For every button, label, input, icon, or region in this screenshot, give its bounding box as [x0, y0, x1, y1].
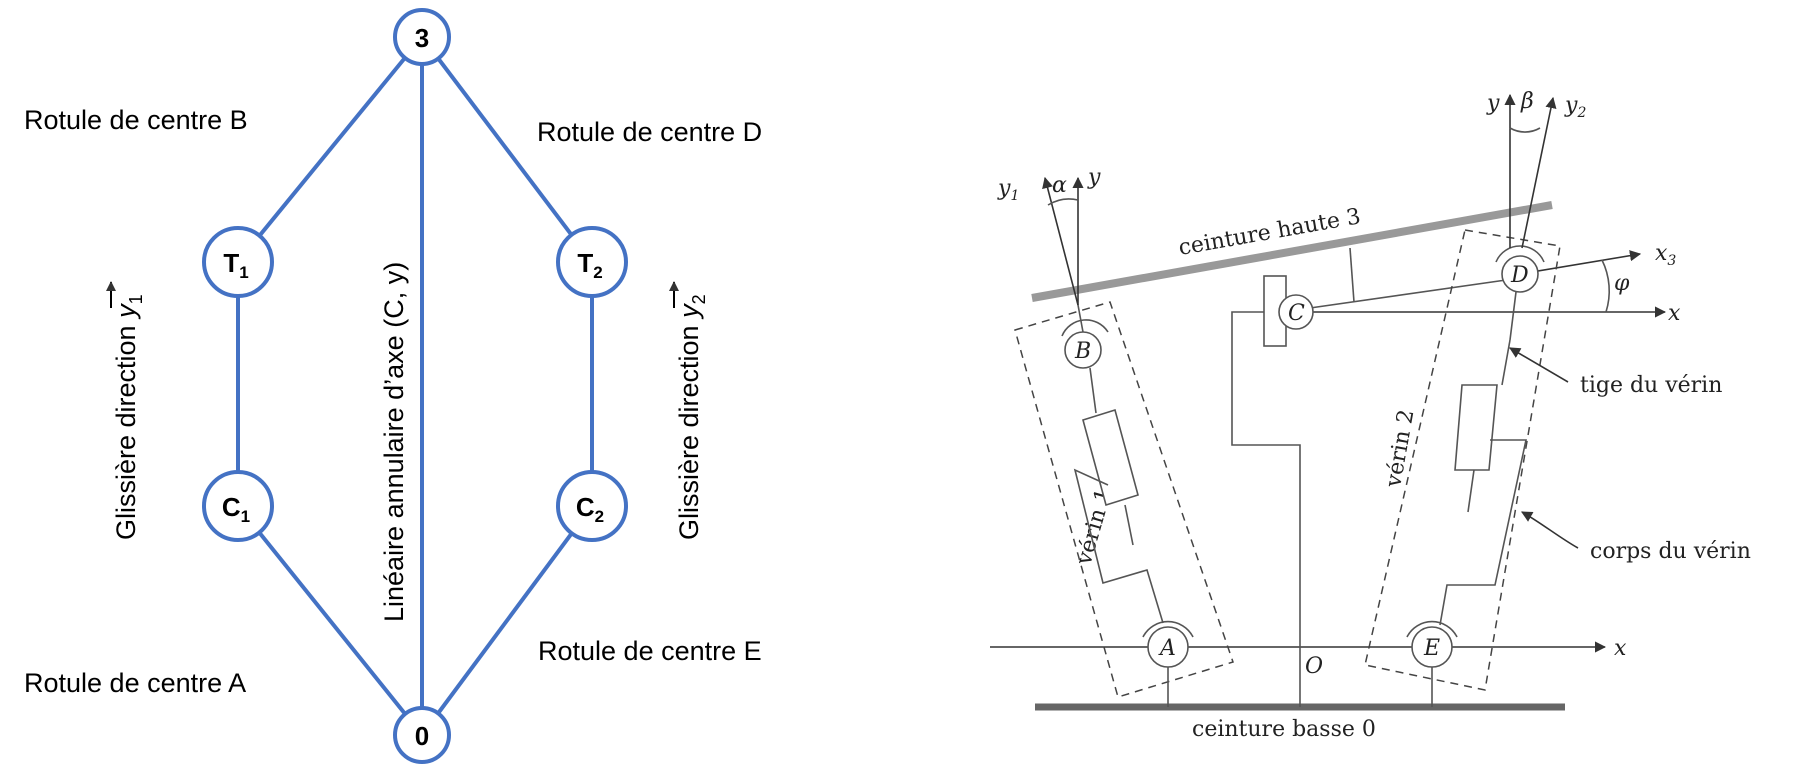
- corps-pointer: [1521, 511, 1579, 549]
- node-C1: C1: [202, 470, 274, 542]
- angle-alpha-arc: [1047, 198, 1079, 206]
- mechanism-diagram: ceinture basse 0 x O ceinture haute 3 x …: [990, 89, 1751, 742]
- label-x3: x3: [1655, 241, 1676, 269]
- node-T1-label: T1: [223, 248, 248, 282]
- joint-B-socket: [1061, 319, 1109, 337]
- angle-phi-arc: [1601, 259, 1611, 313]
- label-beta: β: [1520, 89, 1534, 114]
- edge-C1-0: [236, 504, 424, 737]
- joint-C: [1278, 294, 1314, 330]
- link-C-D: [1295, 277, 1521, 311]
- label-corps: corps du vérin: [1590, 539, 1751, 564]
- label-x-bottom: x: [1614, 636, 1627, 661]
- support-post: [1349, 247, 1355, 303]
- ceinture-haute: [1031, 201, 1553, 302]
- verin-2-rod: [1501, 339, 1511, 386]
- y2-vector: [1521, 96, 1557, 249]
- node-C2-label: C2: [576, 492, 604, 526]
- label-glissiere-1: Glissière direction y1: [106, 281, 146, 540]
- edge-3-T1: [236, 35, 424, 264]
- label-y1: y1: [997, 176, 1019, 204]
- node-0-label: 0: [415, 721, 429, 751]
- label-A: A: [1158, 636, 1176, 661]
- verin-1-body: [1073, 468, 1164, 624]
- verin-1-rod: [1089, 367, 1097, 414]
- verin-2-inner: [1467, 469, 1475, 513]
- node-C1-label: C1: [222, 492, 250, 526]
- node-T2: T2: [556, 226, 628, 298]
- label-C: C: [1288, 301, 1305, 326]
- label-O: O: [1305, 654, 1323, 679]
- verin-2-rod-top: [1509, 291, 1517, 341]
- label-rotule-a: Rotule de centre A: [24, 668, 246, 698]
- svg-text:Linéaire annulaire d’axe (C, y: Linéaire annulaire d’axe (C, y): [379, 262, 409, 622]
- joint-D: [1501, 255, 1539, 293]
- edge-C2-0: [420, 504, 594, 737]
- label-y-right: y: [1486, 91, 1500, 116]
- verin-2-body: [1439, 439, 1527, 626]
- label-verin-2: vérin 2: [1381, 408, 1419, 490]
- label-rotule-d: Rotule de centre D: [537, 117, 762, 147]
- label-rotule-b: Rotule de centre B: [24, 105, 248, 135]
- label-x-mid: x: [1668, 301, 1681, 326]
- label-alpha: α: [1052, 173, 1067, 198]
- label-glissiere-2: Glissière direction y2: [669, 281, 709, 540]
- verin-1-piston: [1082, 408, 1139, 507]
- verin-2-piston: [1454, 384, 1498, 471]
- node-3-label: 3: [415, 23, 429, 53]
- label-rotule-e: Rotule de centre E: [538, 636, 762, 666]
- label-ceinture-basse: ceinture basse 0: [1192, 717, 1376, 742]
- node-T2-label: T2: [577, 248, 602, 282]
- node-C2: C2: [556, 470, 628, 542]
- tige-pointer: [1509, 347, 1569, 383]
- joint-D-socket: [1495, 245, 1545, 263]
- node-T1: T1: [202, 226, 274, 298]
- verin-2-box: [1364, 229, 1561, 691]
- label-B: B: [1074, 339, 1091, 364]
- label-lineaire-annulaire: Linéaire annulaire d’axe (C, y): [379, 262, 409, 622]
- node-0: 0: [393, 706, 451, 764]
- verin-1-box: [1014, 301, 1234, 698]
- frame-post: [1231, 311, 1301, 707]
- edge-3-T2: [420, 35, 594, 264]
- label-D: D: [1510, 263, 1529, 288]
- angle-beta-arc: [1509, 127, 1541, 133]
- svg-text:Glissière direction y1: Glissière direction y1: [111, 294, 146, 540]
- y1-vector: [1042, 176, 1079, 306]
- label-y-left: y: [1087, 165, 1101, 190]
- label-tige: tige du vérin: [1580, 373, 1722, 398]
- x3-axis: [1519, 250, 1642, 275]
- joint-E-socket: [1406, 620, 1458, 638]
- verin-1-inner: [1124, 504, 1134, 546]
- label-y2: y2: [1564, 93, 1586, 121]
- node-3: 3: [393, 8, 451, 66]
- label-phi: φ: [1614, 271, 1630, 296]
- label-E: E: [1423, 636, 1440, 661]
- joint-A-socket: [1142, 620, 1194, 638]
- liaison-graph: 3 T1 T2 C1 C2 0 Rotule de centre B Rotul…: [24, 8, 762, 764]
- svg-text:Glissière direction y2: Glissière direction y2: [674, 294, 709, 540]
- joint-B-stem: [1077, 304, 1084, 333]
